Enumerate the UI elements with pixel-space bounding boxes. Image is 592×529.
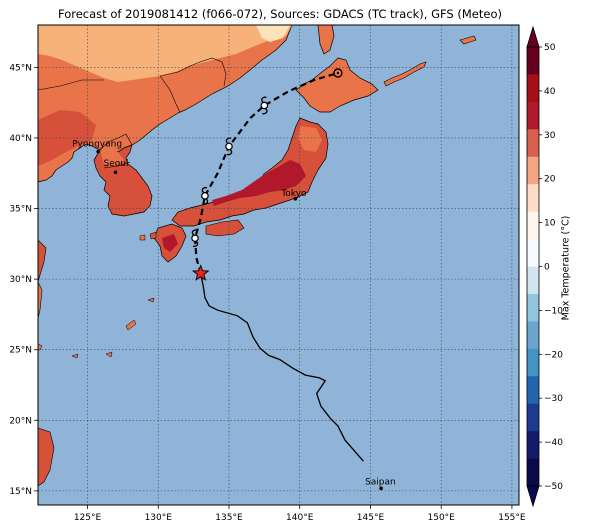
colorbar: 50 40 30 20 10 0 −10 −20 −30 −40 −50 [526,25,563,508]
sakhalin-island [317,25,335,55]
tick-label-lon: 130°E [145,513,173,523]
tick-label-lon: 125°E [74,513,102,523]
colorbar-segment [527,239,539,267]
colorbar-min-extension [526,485,540,508]
axis-ticks: 125°E 130°E 135°E 140°E 145°E 150°E 155°E 45°N 4… [9,63,526,523]
honshu-hot-patch [212,160,306,206]
ryukyu-island-3 [125,319,137,331]
colorbar-tick-label: −10 [544,306,563,316]
colorbar-segment [527,156,539,185]
forecast-point-icon [333,68,343,78]
kuril-islands [383,61,427,87]
city-marker [96,149,100,154]
colorbar-segment [527,293,539,322]
map-title: Forecast of 2019081412 (f066-072), Sourc… [58,7,502,21]
forecast-point-icon [225,137,233,156]
small-island-6 [105,351,113,358]
colorbar-tick-label: 30 [544,131,556,141]
gridlines [38,25,519,505]
colorbar-tick-label: 50 [544,43,556,53]
tick-label-lat: 35°N [9,205,32,215]
forecast-point-icon [201,186,209,205]
colorbar-max-extension [526,25,540,48]
honshu-cool-patch [298,126,322,152]
colorbar-segment [527,101,539,130]
ryukyu-island-1 [149,231,157,240]
colorbar-segment [527,403,539,432]
tick-label-lon: 140°E [286,513,314,523]
tick-label-lon: 150°E [428,513,456,523]
korea-cool-patch [100,150,124,166]
tick-label-lat: 25°N [9,346,32,356]
taiwan-island [38,427,55,487]
colorbar-segment [527,266,539,295]
colorbar-segment [527,321,539,350]
kuril-islands-north [459,35,477,45]
colorbar-tick-label: −50 [544,482,563,492]
border-china-russia [159,57,227,87]
colorbar-tick-label: 40 [544,87,556,97]
storm-position-star-icon [191,264,210,281]
city-marker [379,486,383,491]
ryukyu-island-4 [147,297,155,303]
tick-label-lat: 20°N [9,416,32,426]
colorbar-tick-label: 10 [544,219,556,229]
small-island-7 [38,343,43,351]
ryukyu-island-2 [139,234,146,241]
city-label: Saipan [365,477,396,487]
colorbar-segment [527,458,539,487]
tick-label-lon: 135°E [215,513,243,523]
city-label: Pyongyang [72,140,122,150]
forecast-points [191,68,343,248]
small-island-5 [71,353,79,359]
shikoku-island [205,219,245,237]
colorbar-segment [527,47,539,75]
tick-label-lat: 30°N [9,275,32,285]
colorbar-label-text: Max Temperature (°C) [560,215,572,321]
city-marker [113,170,118,175]
colorbar-segment [527,74,539,103]
colorbar-tick-label: 0 [544,263,550,273]
land-layer [38,25,477,487]
colorbar-segment [527,376,539,405]
colorbar-tick-label: 20 [544,175,556,185]
honshu-island [171,117,329,227]
tick-label-lon: 145°E [357,513,385,523]
colorbar-tick-label: −20 [544,350,563,360]
colorbar-segment [527,431,539,459]
past-track-line [200,273,364,462]
china-south-coast [38,239,47,283]
city-marker [293,196,298,201]
city-label: Seoul [104,159,129,169]
border-korea-dmz [103,161,131,169]
colorbar-segment [527,348,539,377]
hokkaido-island [295,57,379,113]
colorbar-tick-label: −40 [544,438,563,448]
colorbar-tick-label: −30 [544,394,563,404]
tick-label-lat: 40°N [9,134,32,144]
map-frame [37,24,520,506]
kyushu-hot-patch [162,234,178,252]
forecast-point-icon [260,96,269,115]
tick-label-lon: 155°E [498,513,526,523]
cities: Pyongyang Seoul Tokyo Saipan [72,140,396,491]
city-label: Tokyo [280,189,307,199]
map-area: Pyongyang Seoul Tokyo Saipan [37,24,520,506]
border-inner-1 [159,75,181,113]
colorbar-segment [527,184,539,213]
colorbar-segment [527,211,539,240]
asia-cool-patch [38,25,292,82]
tick-label-lat: 45°N [9,63,32,73]
border-inner-2 [38,79,104,91]
colorbar-segment [527,129,539,158]
china-south-coast-2 [38,281,43,319]
country-borders [38,57,227,169]
forecast-point-icon [191,229,199,248]
tick-label-lat: 15°N [9,487,32,497]
asia-cold-patch [256,25,290,42]
